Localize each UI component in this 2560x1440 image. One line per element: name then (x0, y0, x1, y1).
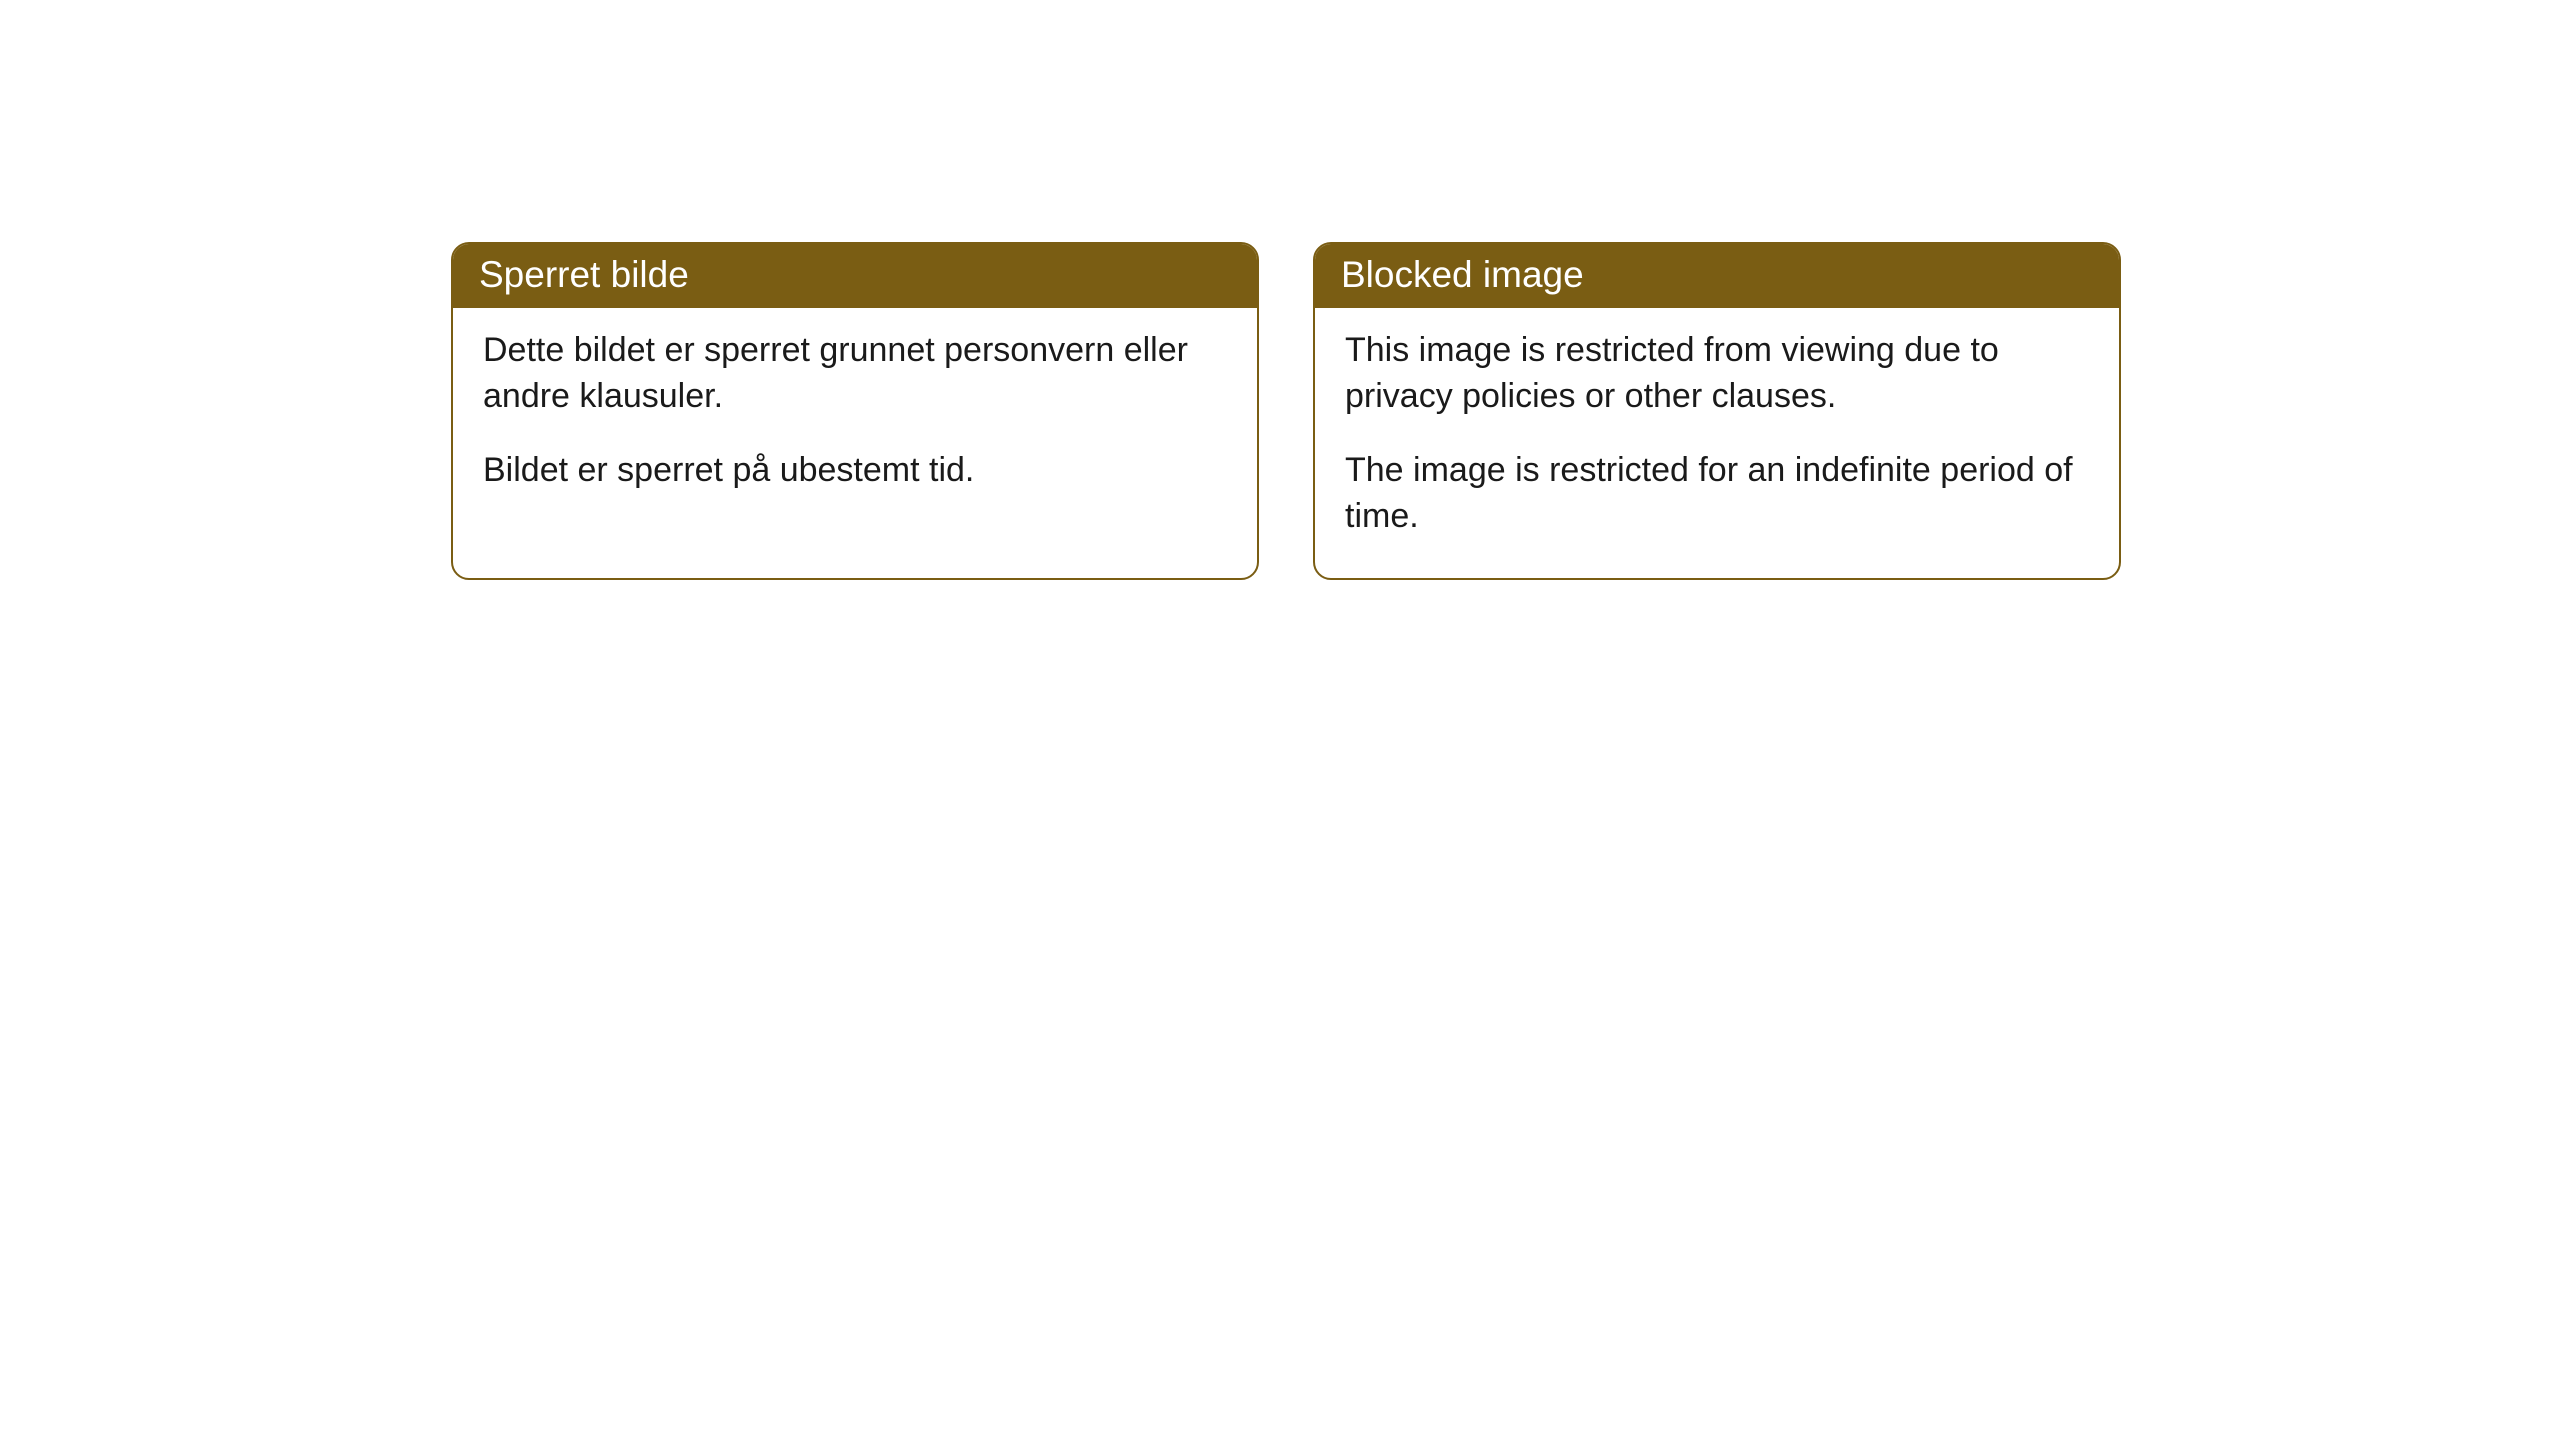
card-title: Sperret bilde (479, 254, 689, 295)
card-paragraph: Dette bildet er sperret grunnet personve… (483, 328, 1227, 420)
card-body: Dette bildet er sperret grunnet personve… (453, 308, 1257, 532)
card-paragraph: Bildet er sperret på ubestemt tid. (483, 448, 1227, 494)
blocked-image-card-english: Blocked image This image is restricted f… (1313, 242, 2121, 580)
card-header: Blocked image (1315, 244, 2119, 308)
blocked-image-card-norwegian: Sperret bilde Dette bildet er sperret gr… (451, 242, 1259, 580)
card-header: Sperret bilde (453, 244, 1257, 308)
cards-container: Sperret bilde Dette bildet er sperret gr… (0, 0, 2560, 580)
card-paragraph: The image is restricted for an indefinit… (1345, 448, 2089, 540)
card-paragraph: This image is restricted from viewing du… (1345, 328, 2089, 420)
card-title: Blocked image (1341, 254, 1584, 295)
card-body: This image is restricted from viewing du… (1315, 308, 2119, 578)
